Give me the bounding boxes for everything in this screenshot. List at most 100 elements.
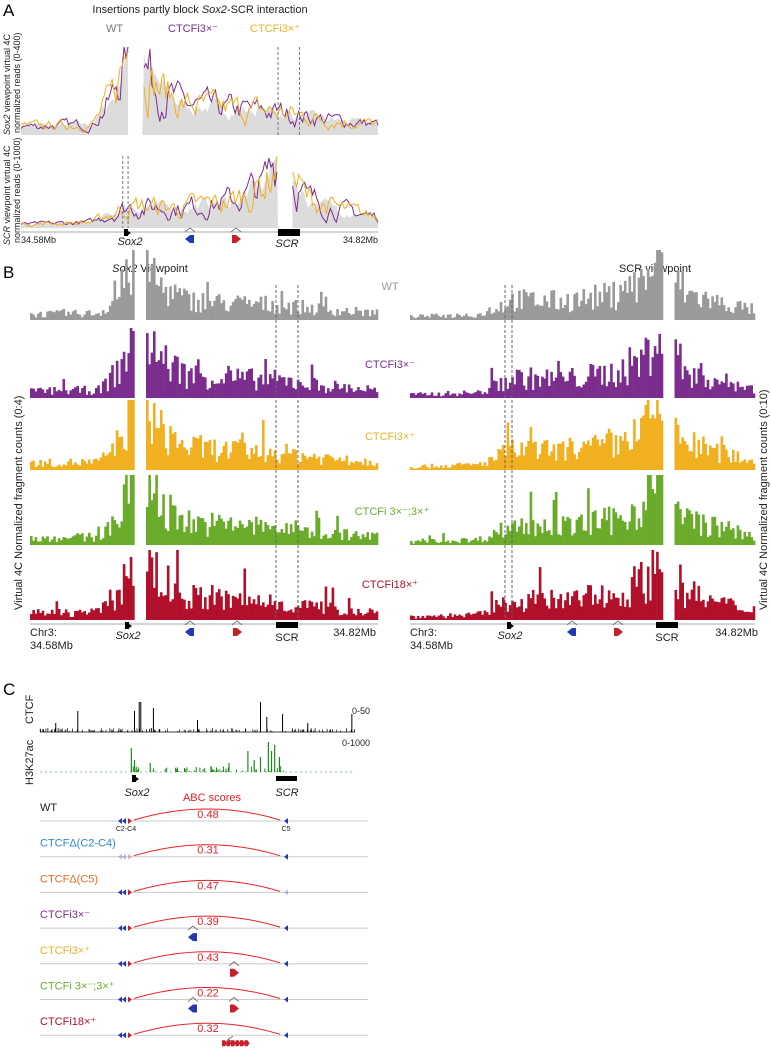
ctcfi3x-plus-sox2vp-bar	[215, 462, 219, 470]
ctcfi3x-minus-sox2vp-bar	[48, 387, 52, 398]
ctcfi18x-plus-scrvp-bar	[619, 606, 622, 620]
ctcfi3x-plus-sox2vp-bar	[74, 462, 77, 470]
ctcfi3x-plus-sox2vp-bar	[354, 460, 358, 470]
ctcfi18x-plus-sox2vp-bar	[280, 601, 284, 620]
ctcfi18x-plus-sox2vp-bar	[336, 609, 339, 620]
ctcfi3x-plus-scrvp-bar	[548, 455, 551, 470]
ctcfi3x-minus-sox2vp-bar	[336, 383, 339, 398]
wt-scrvp-bar	[642, 276, 645, 320]
ctcfi18x-plus-scrvp-bar	[490, 591, 494, 620]
wt-sox2vp-bar	[289, 314, 293, 320]
ctcfi18x-plus-sox2vp-bar	[32, 610, 35, 620]
ctcf-insertion-forward-icon	[226, 1040, 232, 1047]
combo-scrvp-bar	[674, 504, 678, 545]
wt-sox2vp-bar	[32, 314, 35, 320]
ctcfi3x-plus-scrvp-bar	[709, 445, 712, 470]
ctcfi3x-plus-scrvp-bar	[582, 441, 586, 470]
abc-row-label: CTCFi3×⁻	[40, 909, 90, 921]
ctcfi3x-plus-sox2vp-bar	[266, 455, 270, 470]
ctcfi18x-plus-sox2vp-bar	[104, 601, 107, 620]
wt-sox2vp-bar	[285, 309, 288, 320]
ctcfi3x-minus-sox2vp-bar	[85, 394, 89, 398]
insertion-caret-icon	[184, 620, 196, 626]
wt-scrvp-bar	[527, 296, 530, 320]
ctcfi18x-plus-scrvp-bar	[676, 599, 680, 620]
ctcfi3x-minus-scrvp-bar	[658, 333, 661, 398]
combo-scrvp-bar	[658, 475, 661, 545]
ctcfi3x-plus-scrvp-bar	[506, 422, 510, 470]
wt-sox2vp-bar	[366, 309, 370, 320]
ctcfi3x-plus-sox2vp-bar	[285, 443, 288, 470]
ctcfi18x-plus-sox2vp-bar	[30, 614, 33, 620]
ctcf-insertion-forward-icon	[232, 235, 241, 243]
ctcfi3x-minus-scrvp-bar	[573, 375, 576, 398]
ctcfi3x-minus-sox2vp-bar	[213, 383, 216, 398]
wt-sox2vp-bar	[368, 316, 372, 320]
wt-scrvp-bar	[545, 301, 549, 320]
combo-scrvp-bar	[686, 508, 689, 545]
ctcfi3x-plus-scrvp-bar	[550, 451, 553, 470]
ctcfi3x-minus-scrvp-bar	[688, 374, 691, 398]
ctcfi18x-plus-scrvp-bar	[734, 605, 737, 620]
ctcfi3x-minus-sox2vp-bar	[243, 379, 247, 398]
ctcfi18x-plus-sox2vp-bar	[99, 612, 103, 620]
wt-sox2vp-bar	[81, 317, 84, 320]
ctcfi3x-plus-sox2vp-bar	[259, 456, 263, 470]
ctcfi3x-minus-scrvp-bar	[612, 382, 615, 398]
ctcfi3x-plus-scrvp-bar	[600, 439, 604, 470]
wt-scrvp-bar	[421, 314, 425, 320]
ctcfi3x-plus-sox2vp-bar	[155, 427, 158, 470]
ctcf-insertion-forward-icon	[230, 968, 239, 977]
ctcfi3x-plus-sox2vp-bar	[375, 463, 379, 470]
combo-sox2vp-bar	[150, 500, 154, 545]
ctcfi3x-minus-scrvp-bar	[706, 379, 710, 398]
ctcfi3x-plus-scrvp-bar	[545, 440, 549, 470]
ctcf-insertion-reverse-icon	[188, 933, 197, 942]
ctcfi3x-plus-scrvp-bar	[534, 441, 537, 470]
ctcfi3x-plus-sox2vp-bar	[159, 410, 163, 470]
wt-sox2vp-bar	[350, 314, 353, 320]
ctcfi3x-plus-sox2vp-bar	[146, 400, 149, 470]
ctcfi3x-minus-scrvp-bar	[552, 380, 556, 398]
combo-scrvp-bar	[607, 506, 611, 545]
ctcfi3x-plus-scrvp-bar	[649, 418, 652, 470]
ctcfi3x-minus-sox2vp-bar	[97, 385, 100, 398]
ctcfi3x-plus-scrvp-bar	[679, 443, 682, 470]
combo-scrvp-bar	[481, 542, 484, 545]
ctcfi3x-plus-scrvp-bar	[732, 449, 735, 470]
ctcfi3x-minus-sox2vp-bar	[157, 360, 161, 398]
combo-sox2vp-bar	[262, 531, 265, 545]
ctcfi3x-minus-sox2vp-bar	[250, 368, 254, 398]
ctcfi18x-plus-scrvp-bar	[617, 597, 620, 620]
ctcfi3x-plus-scrvp-bar	[462, 463, 466, 470]
wt-sox2vp-bar	[345, 308, 349, 320]
ctcfi18x-plus-sox2vp-bar	[150, 557, 154, 620]
combo-scrvp-bar	[458, 543, 461, 545]
ctcfi18x-plus-sox2vp-bar	[57, 609, 61, 620]
combo-sox2vp-bar	[206, 536, 209, 545]
ctcfi3x-minus-scrvp-bar	[734, 391, 737, 398]
ctcfi3x-plus-sox2vp-bar	[347, 465, 351, 470]
combo-sox2vp-bar	[275, 532, 279, 545]
ctcfi3x-minus-scrvp-bar	[603, 365, 606, 398]
ctcfi18x-plus-sox2vp-bar	[85, 614, 89, 620]
ctcfi3x-minus-scrvp-bar	[458, 393, 461, 398]
ctcfi3x-minus-sox2vp-bar	[180, 363, 184, 398]
ctcf-insertion-forward-icon	[244, 1040, 250, 1047]
combo-scrvp-bar	[483, 540, 487, 545]
ctcfi18x-plus-sox2vp-bar	[108, 589, 112, 620]
ctcfi3x-minus-scrvp-bar	[488, 388, 491, 398]
combo-sox2vp-bar	[36, 541, 40, 545]
wt-sox2vp-bar	[155, 284, 158, 320]
combo-sox2vp-bar	[371, 532, 374, 545]
ctcfi18x-plus-scrvp-bar	[660, 572, 664, 620]
combo-scrvp-bar	[598, 528, 602, 545]
ctcfi18x-plus-scrvp-bar	[446, 615, 450, 620]
wt-scrvp-bar	[529, 292, 533, 320]
combo-sox2vp-bar	[324, 534, 328, 545]
ctcfi3x-plus-scrvp-bar	[552, 444, 556, 470]
combo-sox2vp-bar	[90, 537, 93, 545]
ctcf-c5-site-icon	[284, 925, 288, 932]
wt-scrvp-bar	[460, 316, 464, 320]
ctcfi3x-plus-scrvp-bar	[568, 437, 572, 470]
